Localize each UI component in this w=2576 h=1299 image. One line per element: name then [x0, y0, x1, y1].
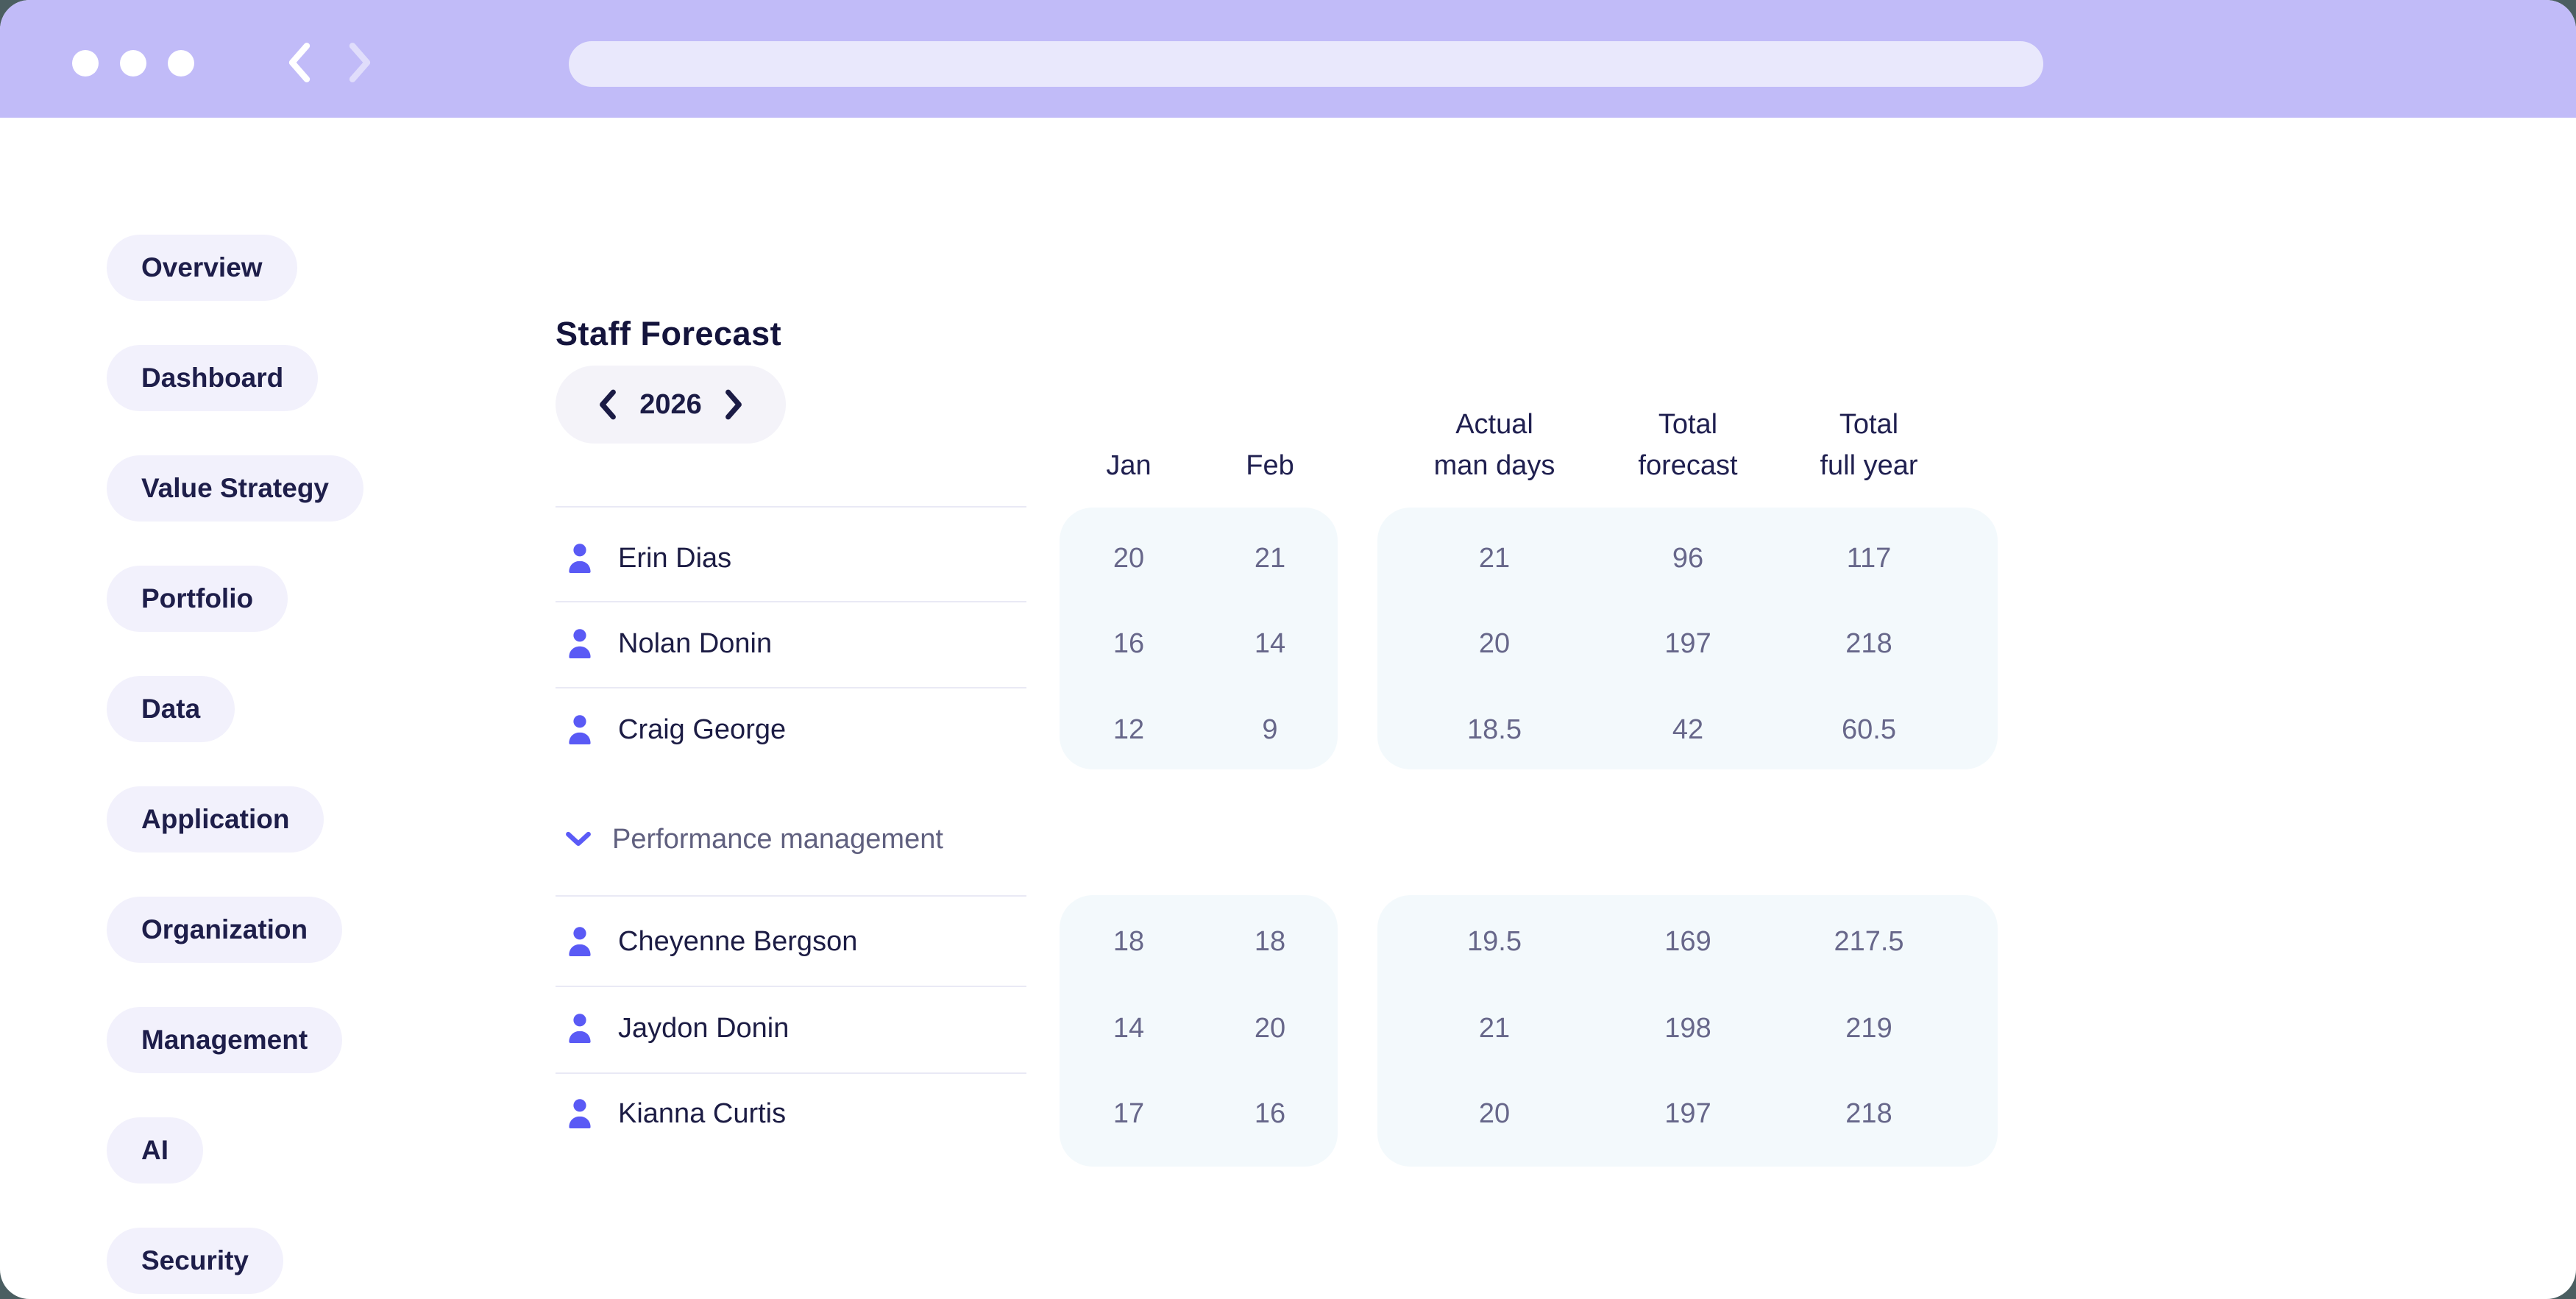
column-header-jan: Jan: [1106, 450, 1152, 481]
cell-feb: 16: [1254, 1098, 1286, 1129]
sidebar: Overview Dashboard Value Strategy Portfo…: [107, 235, 364, 1294]
table-row[interactable]: Erin Dias: [565, 522, 731, 595]
cell-feb: 9: [1262, 714, 1278, 745]
cell-actual-man-days: 20: [1478, 1098, 1511, 1129]
sidebar-item-value-strategy[interactable]: Value Strategy: [107, 455, 364, 522]
year-selector: 2026: [556, 366, 786, 444]
row-divider: [556, 687, 1026, 688]
totals-panel: [1377, 895, 1998, 1167]
cell-total-forecast: 198: [1664, 1013, 1711, 1044]
sidebar-item-overview[interactable]: Overview: [107, 235, 297, 301]
cell-total-forecast: 197: [1664, 628, 1711, 659]
page-title: Staff Forecast: [556, 315, 782, 353]
cell-jan: 17: [1113, 1098, 1145, 1129]
sidebar-item-organization[interactable]: Organization: [107, 897, 343, 963]
cell-actual-man-days: 21: [1478, 1013, 1511, 1044]
sidebar-item-data[interactable]: Data: [107, 676, 235, 742]
person-icon: [565, 925, 595, 958]
person-name: Erin Dias: [618, 542, 732, 574]
cell-total-forecast: 96: [1672, 543, 1704, 574]
person-name: Nolan Donin: [618, 627, 773, 659]
traffic-dot-icon[interactable]: [168, 50, 194, 76]
column-header-total-full-year: Total full year: [1820, 409, 1918, 481]
totals-panel: [1377, 508, 1998, 769]
cell-feb: 21: [1254, 543, 1286, 574]
row-divider: [556, 601, 1026, 602]
cell-jan: 20: [1113, 543, 1145, 574]
chevron-left-icon: [287, 41, 312, 84]
person-name: Jaydon Donin: [618, 1012, 790, 1044]
person-icon: [565, 542, 595, 574]
person-icon: [565, 627, 595, 660]
cell-jan: 12: [1113, 714, 1145, 745]
row-divider: [556, 506, 1026, 508]
cell-total-full-year: 218: [1845, 1098, 1892, 1129]
chevron-right-icon: [724, 389, 743, 420]
column-header-feb: Feb: [1246, 450, 1294, 481]
row-divider: [556, 895, 1026, 897]
browser-topbar: [0, 0, 2576, 118]
person-name: Kianna Curtis: [618, 1097, 787, 1129]
person-icon: [565, 1012, 595, 1044]
column-header-actual-man-days: Actual man days: [1433, 409, 1555, 481]
cell-total-full-year: 60.5: [1842, 714, 1896, 745]
column-header-total-forecast: Total forecast: [1638, 409, 1738, 481]
cell-total-full-year: 217.5: [1834, 926, 1904, 957]
cell-total-forecast: 197: [1664, 1098, 1711, 1129]
person-name: Craig George: [618, 713, 787, 745]
cell-total-full-year: 219: [1845, 1013, 1892, 1044]
cell-jan: 16: [1113, 628, 1145, 659]
year-next-button[interactable]: [724, 389, 743, 420]
table-row[interactable]: Cheyenne Bergson: [565, 905, 857, 978]
sidebar-item-ai[interactable]: AI: [107, 1117, 203, 1184]
cell-actual-man-days: 19.5: [1467, 926, 1522, 957]
traffic-dot-icon[interactable]: [72, 50, 99, 76]
cell-feb: 14: [1254, 628, 1286, 659]
table-row[interactable]: Craig George: [565, 693, 786, 766]
row-divider: [556, 986, 1026, 987]
address-bar-input[interactable]: [569, 41, 2043, 87]
year-prev-button[interactable]: [598, 389, 617, 420]
cell-actual-man-days: 20: [1478, 628, 1511, 659]
cell-feb: 18: [1254, 926, 1286, 957]
cell-total-forecast: 42: [1672, 714, 1704, 745]
year-value: 2026: [639, 388, 702, 420]
month-values-panel: [1060, 508, 1338, 769]
cell-total-full-year: 218: [1845, 628, 1892, 659]
chevron-right-icon: [347, 41, 372, 84]
sidebar-item-application[interactable]: Application: [107, 786, 324, 853]
cell-jan: 14: [1113, 1013, 1145, 1044]
chevron-left-icon: [598, 389, 617, 420]
person-name: Cheyenne Bergson: [618, 925, 858, 957]
cell-jan: 18: [1113, 926, 1145, 957]
table-row[interactable]: Nolan Donin: [565, 607, 772, 680]
cell-total-forecast: 169: [1664, 926, 1711, 957]
table-row[interactable]: Jaydon Donin: [565, 992, 789, 1065]
person-icon: [565, 1097, 595, 1130]
sidebar-item-management[interactable]: Management: [107, 1007, 343, 1073]
cell-actual-man-days: 21: [1478, 543, 1511, 574]
traffic-dot-icon[interactable]: [120, 50, 146, 76]
row-divider: [556, 1072, 1026, 1074]
sidebar-item-security[interactable]: Security: [107, 1228, 284, 1294]
table-row[interactable]: Kianna Curtis: [565, 1077, 786, 1150]
month-values-panel: [1060, 895, 1338, 1167]
cell-feb: 20: [1254, 1013, 1286, 1044]
section-label: Performance management: [612, 823, 943, 855]
sidebar-item-portfolio[interactable]: Portfolio: [107, 566, 288, 632]
cell-actual-man-days: 18.5: [1467, 714, 1522, 745]
forward-button[interactable]: [347, 41, 372, 84]
sidebar-item-dashboard[interactable]: Dashboard: [107, 345, 319, 411]
back-button[interactable]: [287, 41, 312, 84]
chevron-down-icon: [565, 831, 592, 847]
section-performance-management[interactable]: Performance management: [565, 814, 943, 865]
cell-total-full-year: 117: [1846, 543, 1892, 574]
person-icon: [565, 713, 595, 746]
